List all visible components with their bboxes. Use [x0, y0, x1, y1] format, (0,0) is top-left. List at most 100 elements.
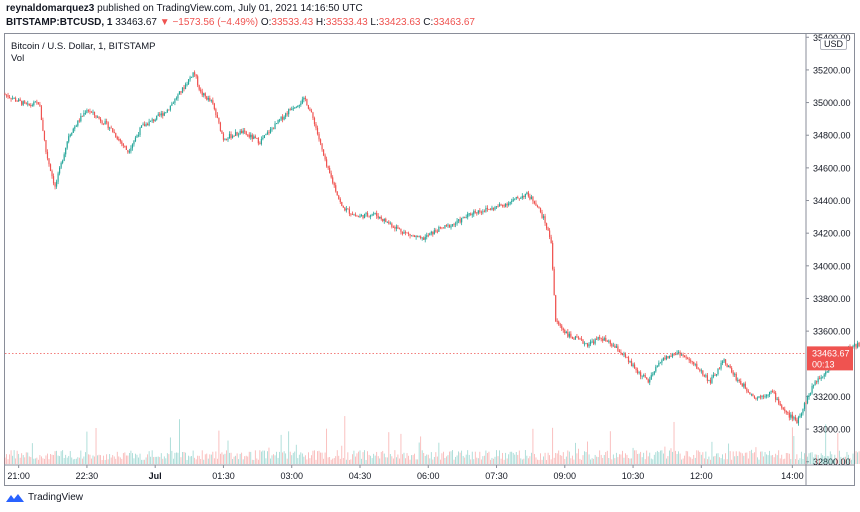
candle-body	[233, 135, 235, 137]
candle-body	[304, 97, 306, 100]
candle-body	[582, 339, 584, 344]
footer-brand[interactable]: TradingView	[6, 492, 83, 503]
volume-bar	[271, 455, 273, 464]
candle-body	[251, 134, 253, 139]
candle-body	[137, 134, 140, 136]
candle-body	[822, 376, 824, 378]
volume-bar	[467, 450, 469, 464]
candle-body	[330, 173, 332, 178]
volume-bar	[95, 428, 97, 464]
volume-bar	[301, 453, 303, 464]
candle-body	[632, 364, 634, 367]
volume-bar	[649, 452, 651, 464]
volume-bar	[479, 451, 481, 464]
volume-bar	[186, 459, 188, 464]
candle-body	[59, 167, 61, 174]
candle-body	[480, 211, 482, 213]
volume-bar	[556, 453, 558, 464]
volume-bar	[368, 454, 370, 464]
y-tick-label: 33200.00	[813, 392, 851, 402]
candle-body	[201, 91, 203, 96]
volume-bar	[204, 454, 206, 464]
volume-bar	[348, 459, 350, 464]
volume-bar	[147, 454, 149, 464]
volume-bar	[483, 455, 485, 464]
candle-body	[626, 356, 628, 358]
volume-bar	[505, 452, 507, 464]
volume-bar	[408, 455, 409, 464]
candle-body	[596, 338, 598, 340]
candle-body	[398, 228, 401, 230]
volume-bar	[852, 453, 854, 464]
volume-bar	[705, 451, 707, 464]
currency-badge[interactable]: USD	[820, 38, 848, 50]
candle-body	[33, 102, 35, 106]
volume-bar	[112, 455, 114, 464]
close-label: C:	[423, 17, 434, 28]
volume-bar	[224, 453, 226, 464]
candle-body	[90, 112, 93, 113]
candle-body	[679, 352, 681, 356]
candle-body	[779, 403, 781, 406]
candle-body	[553, 269, 555, 296]
volume-bar	[565, 456, 567, 464]
volume-bar	[858, 451, 860, 464]
candle-body	[700, 370, 702, 372]
candle-body	[681, 354, 683, 356]
volume-bar	[220, 453, 221, 464]
volume-bar	[532, 428, 534, 464]
candle-body	[809, 392, 812, 395]
candle-body	[457, 219, 460, 221]
volume-bar	[602, 457, 604, 464]
candle-body	[48, 158, 50, 165]
candle-body	[796, 419, 798, 424]
volume-bar	[693, 454, 695, 464]
volume-bar	[561, 455, 563, 464]
candle-body	[373, 213, 375, 215]
candle-body	[359, 215, 361, 218]
candle-body	[687, 358, 689, 360]
candle-body	[285, 113, 287, 117]
candle-body	[36, 101, 38, 103]
candle-body	[84, 112, 87, 114]
candle-body	[353, 214, 355, 216]
candle-body	[309, 108, 311, 111]
candle-body	[759, 396, 762, 398]
candle-body	[321, 143, 323, 150]
candle-body	[711, 376, 713, 383]
candle-body	[118, 139, 120, 141]
symbol-line: BITSTAMP:BTCUSD, 1 33463.67 ▼ −1573.56 (…	[6, 17, 475, 28]
candle-body	[629, 361, 631, 362]
candle-body	[236, 132, 238, 135]
y-tick-label: 33600.00	[813, 327, 851, 337]
candle-body	[464, 217, 466, 219]
candle-body	[747, 391, 749, 393]
volume-bar	[798, 459, 799, 464]
candle-body	[275, 123, 278, 125]
candle-body	[602, 339, 604, 341]
candle-body	[86, 110, 88, 113]
volume-bar	[441, 453, 443, 464]
y-tick-label: 34400.00	[813, 196, 851, 206]
candle-body	[643, 375, 645, 376]
candle-body	[712, 374, 715, 377]
candle-body	[388, 221, 390, 224]
volume-bar	[661, 450, 663, 464]
candle-body	[447, 224, 449, 226]
candle-body	[732, 372, 734, 375]
volume-bar	[706, 459, 708, 464]
volume-bar	[386, 457, 388, 464]
volume-bar	[632, 447, 634, 464]
candle-body	[327, 166, 329, 168]
volume-bar	[772, 454, 774, 464]
candle-body	[652, 374, 654, 376]
y-tick-label: 35200.00	[813, 65, 851, 75]
volume-bar	[596, 456, 598, 464]
volume-bar	[379, 458, 381, 464]
candle-body	[691, 361, 693, 363]
x-tick-label: 12:00	[690, 471, 713, 481]
volume-bar	[703, 458, 705, 464]
candle-body	[653, 371, 655, 375]
candle-body	[57, 173, 59, 182]
